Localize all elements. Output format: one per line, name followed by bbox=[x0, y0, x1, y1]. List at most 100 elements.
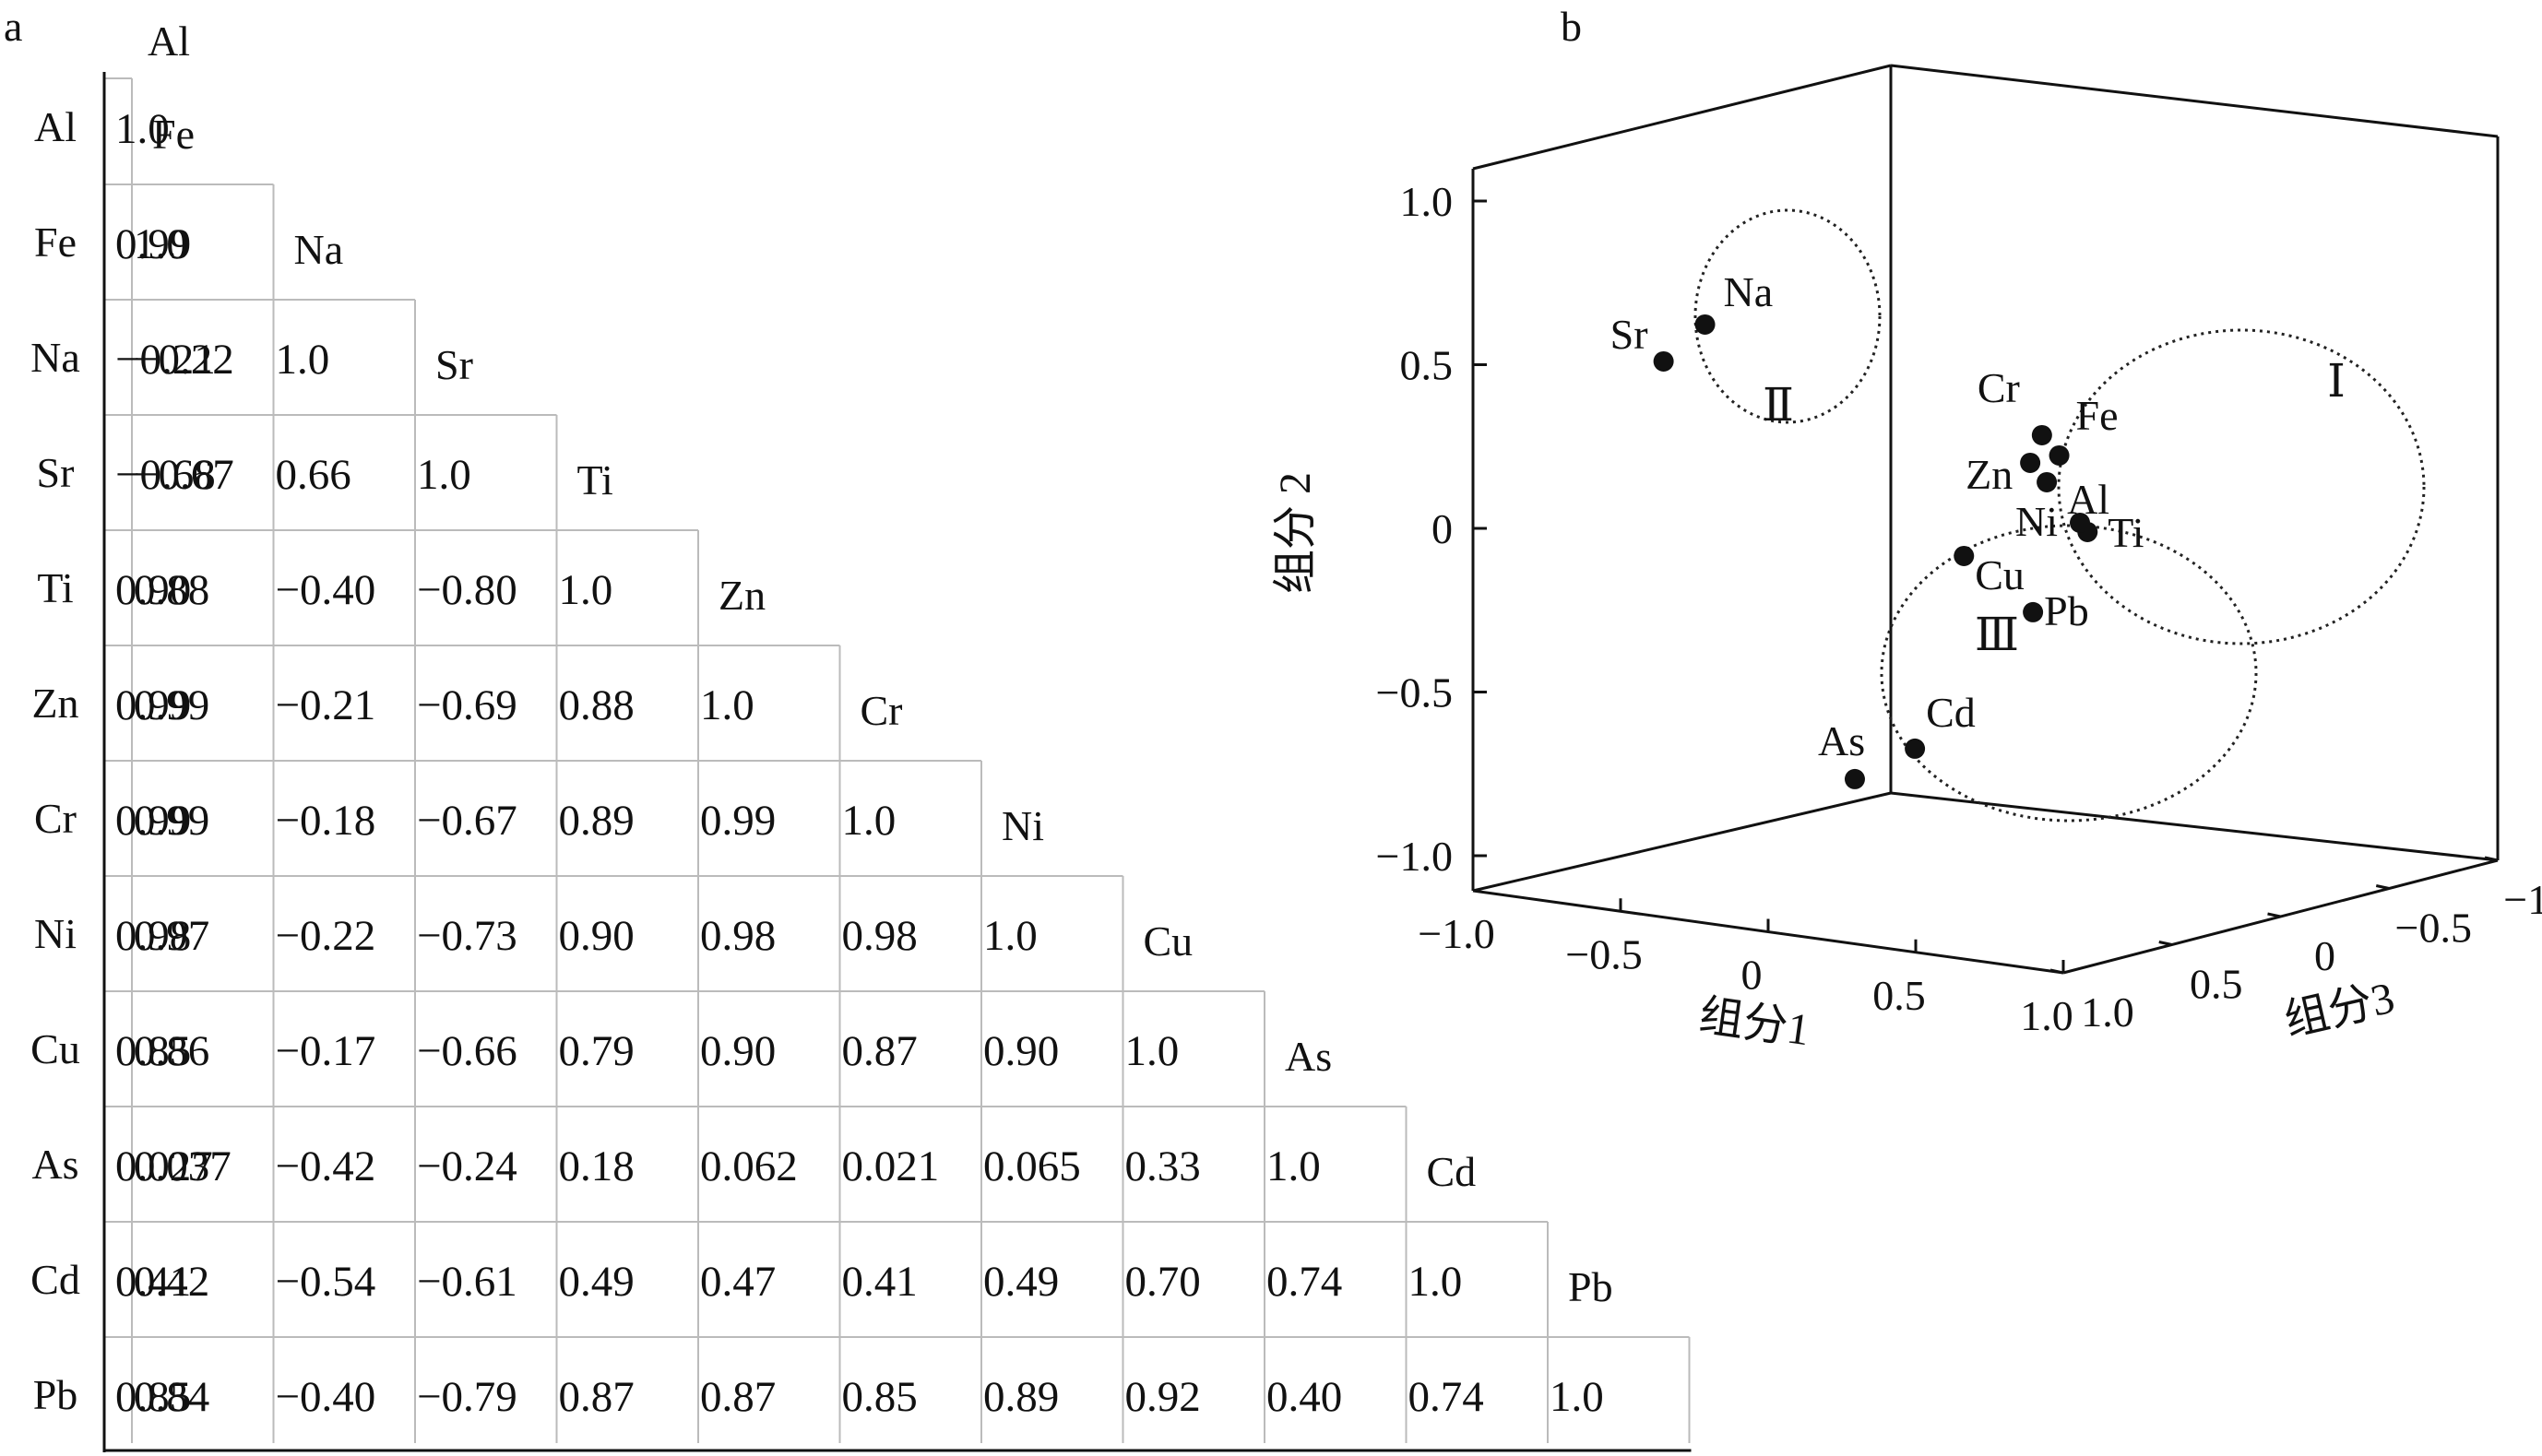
y-tick-label: 0.5 bbox=[1400, 342, 1454, 389]
matrix-cell: 0.88 bbox=[559, 681, 635, 729]
matrix-cell: −0.68 bbox=[115, 451, 216, 499]
matrix-cell: 0.99 bbox=[115, 220, 191, 268]
x-axis-title: 组分1 bbox=[1696, 991, 1812, 1055]
matrix-cell: 1.0 bbox=[559, 566, 613, 614]
cluster-i-ellipse bbox=[2057, 328, 2426, 645]
matrix-cell: 1.0 bbox=[1550, 1373, 1604, 1421]
col-label-sr: Sr bbox=[435, 341, 473, 388]
matrix-cell: 0.41 bbox=[842, 1258, 918, 1306]
matrix-cell: 0.87 bbox=[700, 1373, 776, 1421]
matrix-cell: 0.90 bbox=[115, 566, 191, 614]
matrix-cell: 0.99 bbox=[134, 681, 209, 729]
matrix-cell: 0.79 bbox=[559, 1027, 635, 1075]
point-label-ni: Ni bbox=[2015, 498, 2058, 545]
matrix-cell: 0.87 bbox=[842, 1027, 918, 1075]
matrix-cell: 0.88 bbox=[134, 566, 209, 614]
matrix-cell: 0.99 bbox=[134, 797, 209, 845]
matrix-cell: 0.86 bbox=[134, 1027, 209, 1075]
matrix-cell: 0.062 bbox=[700, 1142, 798, 1190]
matrix-cell: 0.87 bbox=[559, 1373, 635, 1421]
row-label-cr: Cr bbox=[34, 795, 77, 842]
matrix-cell: −0.18 bbox=[276, 797, 376, 845]
matrix-cell: 1.0 bbox=[417, 451, 471, 499]
point-label-cd: Cd bbox=[1926, 689, 1976, 736]
matrix-cell: 0.89 bbox=[559, 797, 635, 845]
point-al bbox=[2037, 471, 2058, 492]
matrix-cell: 0.41 bbox=[115, 1258, 191, 1306]
z-tick-label: −1.0 bbox=[2503, 876, 2542, 923]
z-tick bbox=[2375, 884, 2390, 890]
floor-right-edge bbox=[1890, 791, 2499, 862]
matrix-cell: 1.0 bbox=[1408, 1258, 1463, 1306]
matrix-cell: 0.74 bbox=[1266, 1258, 1342, 1306]
matrix-cell: 0.027 bbox=[115, 1142, 213, 1190]
matrix-cell: −0.54 bbox=[276, 1258, 376, 1306]
z-tick-label: 1.0 bbox=[2081, 988, 2134, 1036]
matrix-cell: −0.42 bbox=[276, 1142, 376, 1190]
point-label-zn: Zn bbox=[1966, 451, 2013, 498]
point-cu bbox=[1954, 545, 1975, 566]
col-label-ti: Ti bbox=[577, 456, 613, 503]
point-label-cu: Cu bbox=[1975, 551, 2025, 598]
matrix-cell: 0.49 bbox=[983, 1258, 1059, 1306]
z-axis-title: 组分3 bbox=[2280, 974, 2399, 1047]
matrix-cell: 0.89 bbox=[983, 1373, 1059, 1421]
matrix-cell: 1.0 bbox=[1125, 1027, 1180, 1075]
z-tick bbox=[2158, 941, 2173, 946]
matrix-cell: 0.49 bbox=[559, 1258, 635, 1306]
matrix-cell: −0.22 bbox=[134, 336, 234, 384]
row-label-pb: Pb bbox=[33, 1371, 78, 1418]
matrix-cell: 0.85 bbox=[115, 1027, 191, 1075]
point-sr bbox=[1653, 350, 1674, 372]
matrix-cell: 0.021 bbox=[842, 1142, 940, 1190]
point-fe bbox=[2049, 444, 2070, 466]
row-label-al: Al bbox=[34, 103, 77, 150]
point-as bbox=[1844, 768, 1865, 789]
matrix-cell: −0.66 bbox=[417, 1027, 517, 1075]
cluster-ii-ellipse bbox=[1693, 208, 1882, 424]
row-label-na: Na bbox=[30, 334, 80, 381]
x-tick-label: −1.0 bbox=[1418, 910, 1494, 957]
matrix-cell: −0.40 bbox=[276, 566, 376, 614]
matrix-cell: −0.24 bbox=[417, 1142, 517, 1190]
z-tick bbox=[2484, 856, 2499, 862]
matrix-cell: 0.33 bbox=[1125, 1142, 1201, 1190]
row-label-sr: Sr bbox=[37, 449, 75, 496]
axis-ticks: −1.0−0.500.51.0−1.0 −0.5 0 0.5 1.0 1.00.50−0.… bbox=[1376, 178, 2542, 1039]
col-label-cr: Cr bbox=[861, 687, 903, 734]
top-right-edge bbox=[1890, 64, 2499, 138]
y-axis-title: 组分 2 bbox=[1271, 472, 1320, 594]
point-label-sr: Sr bbox=[1610, 311, 1648, 358]
row-label-ni: Ni bbox=[34, 910, 77, 957]
matrix-cell: 0.92 bbox=[1125, 1373, 1201, 1421]
point-cr bbox=[2031, 424, 2052, 445]
matrix-cell: 0.99 bbox=[115, 797, 191, 845]
row-label-ti: Ti bbox=[37, 564, 73, 611]
point-ni bbox=[2070, 512, 2091, 533]
x-tick-label: 0.5 bbox=[1872, 972, 1926, 1019]
point-cd bbox=[1905, 738, 1926, 759]
matrix-cell: −0.73 bbox=[417, 912, 517, 960]
y-tick-label: 1.0 bbox=[1400, 178, 1454, 225]
matrix-cell: 0.90 bbox=[700, 1027, 776, 1075]
row-label-cu: Cu bbox=[30, 1025, 80, 1072]
matrix-cell: 1.0 bbox=[134, 220, 188, 268]
matrix-cell: 0.70 bbox=[1125, 1258, 1201, 1306]
matrix-cell: 0.42 bbox=[134, 1258, 209, 1306]
matrix-cell: 0.065 bbox=[983, 1142, 1081, 1190]
matrix-cell: 0.90 bbox=[983, 1027, 1059, 1075]
top-left-edge bbox=[1472, 64, 1892, 171]
matrix-cell: 0.98 bbox=[700, 912, 776, 960]
matrix-cell: 0.47 bbox=[700, 1258, 776, 1306]
row-label-as: As bbox=[31, 1141, 78, 1188]
matrix-cell: −0.67 bbox=[134, 451, 234, 499]
matrix-cell: 0.98 bbox=[115, 912, 191, 960]
matrix-cell: 0.84 bbox=[134, 1373, 209, 1421]
point-label-pb: Pb bbox=[2044, 587, 2089, 634]
panel-a-label: a bbox=[4, 3, 22, 50]
matrix-cell: 1.0 bbox=[276, 336, 330, 384]
matrix-cell: 1.0 bbox=[1266, 1142, 1321, 1190]
matrix-cell: −0.69 bbox=[417, 681, 517, 729]
matrix-cell: 0.037 bbox=[134, 1142, 232, 1190]
